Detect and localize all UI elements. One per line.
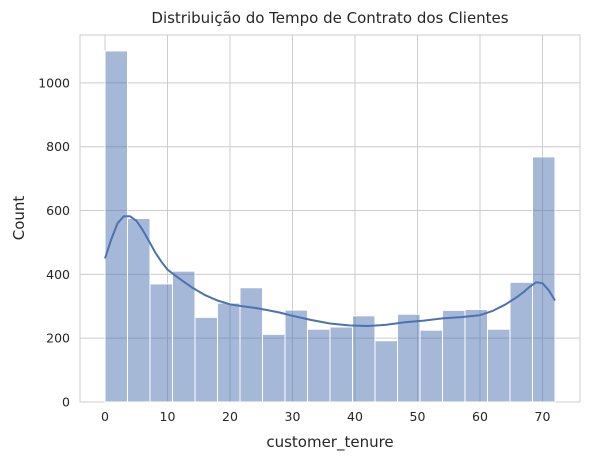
histogram-bar-1 xyxy=(127,218,151,403)
histogram-bar-6 xyxy=(239,287,263,403)
x-tick-labels: 0 10 20 30 40 50 60 70 xyxy=(101,409,550,424)
histogram-bar-10 xyxy=(329,326,353,403)
histogram-bar-8 xyxy=(284,309,308,403)
y-tick-label-0: 0 xyxy=(62,395,70,410)
histogram-bar-13 xyxy=(397,313,421,403)
x-tick-label-6: 60 xyxy=(472,409,488,424)
y-tick-label-4: 800 xyxy=(46,139,70,154)
chart-title: Distribuição do Tempo de Contrato dos Cl… xyxy=(151,9,508,27)
histogram-bars xyxy=(104,50,556,403)
histogram-bar-11 xyxy=(352,315,376,403)
y-tick-label-2: 400 xyxy=(46,267,70,282)
y-tick-label-5: 1000 xyxy=(38,75,70,90)
x-tick-label-5: 50 xyxy=(410,409,426,424)
y-tick-label-1: 200 xyxy=(46,331,70,346)
histogram-bar-15 xyxy=(442,309,466,403)
histogram-bar-14 xyxy=(419,329,443,403)
x-tick-label-7: 70 xyxy=(535,409,551,424)
histogram-bar-16 xyxy=(464,308,488,403)
x-tick-label-1: 10 xyxy=(160,409,176,424)
x-axis-label: customer_tenure xyxy=(266,433,393,452)
histogram-bar-9 xyxy=(307,328,331,403)
histogram-bar-2 xyxy=(149,283,173,403)
histogram-bar-7 xyxy=(262,333,286,403)
histogram-bar-3 xyxy=(172,270,196,403)
y-axis-label: Count xyxy=(10,196,28,241)
y-tick-label-3: 600 xyxy=(46,203,70,218)
x-tick-label-4: 40 xyxy=(347,409,363,424)
kde-line xyxy=(104,215,556,328)
x-tick-label-2: 20 xyxy=(222,409,238,424)
histogram-bar-19 xyxy=(532,156,556,403)
x-tick-label-3: 30 xyxy=(285,409,301,424)
x-tick-label-0: 0 xyxy=(101,409,109,424)
y-tick-labels: 0 200 400 600 800 1000 xyxy=(38,75,70,409)
histogram-bar-5 xyxy=(217,302,241,403)
histogram-bar-4 xyxy=(194,316,218,403)
histogram-bar-12 xyxy=(374,340,398,403)
histogram-bar-17 xyxy=(487,328,511,403)
